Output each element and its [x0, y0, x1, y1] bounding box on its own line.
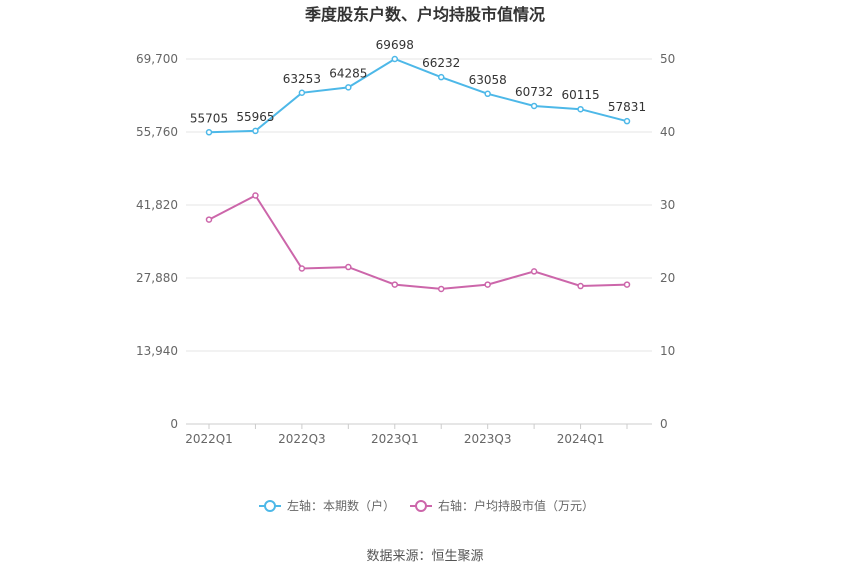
x-axis-tick-label: 2023Q3 — [464, 432, 512, 446]
left-axis-tick-label: 0 — [170, 417, 178, 431]
left-axis-tick-label: 13,940 — [136, 344, 178, 358]
data-label: 66232 — [422, 56, 460, 70]
x-axis-tick-label: 2022Q3 — [278, 432, 326, 446]
right-axis-tick-label: 20 — [660, 271, 675, 285]
grid-layer — [186, 58, 652, 352]
legend-marker-1 — [415, 500, 427, 512]
data-point[interactable] — [252, 127, 259, 135]
right-axis-tick-label: 50 — [660, 52, 675, 66]
x-axis-tick-label: 2024Q1 — [557, 432, 605, 446]
left-axis-tick-label: 41,820 — [136, 198, 178, 212]
right-axis-tick-label: 0 — [660, 417, 668, 431]
data-label: 64285 — [329, 66, 367, 80]
data-point[interactable] — [484, 90, 491, 98]
legend: 左轴：本期数（户） 右轴：户均持股市值（万元） — [259, 498, 594, 513]
left-axis-tick-label: 55,760 — [136, 125, 178, 139]
data-label: 63253 — [283, 72, 321, 86]
data-label-layer: 55705 55965 63253 64285 69698 66232 63058 60732… — [190, 38, 646, 125]
series-line-1 — [208, 194, 628, 290]
legend-label-0[interactable]: 左轴：本期数（户） — [287, 498, 395, 513]
data-point[interactable] — [391, 55, 399, 63]
left-axis-tick-label: 69,700 — [136, 52, 178, 66]
legend-marker-0 — [264, 500, 276, 512]
right-axis-tick-label: 30 — [660, 198, 675, 212]
left-axis-tick-label: 27,880 — [136, 271, 178, 285]
data-point[interactable] — [205, 216, 213, 223]
data-point[interactable] — [623, 281, 631, 288]
data-point[interactable] — [298, 265, 306, 272]
data-label: 55965 — [236, 110, 274, 124]
data-label: 60115 — [561, 88, 599, 102]
data-point[interactable] — [530, 102, 538, 110]
data-point[interactable] — [577, 105, 584, 113]
data-point[interactable] — [530, 268, 538, 275]
data-label: 55705 — [190, 111, 228, 125]
data-point[interactable] — [577, 282, 584, 290]
data-point[interactable] — [484, 281, 491, 288]
data-label: 63058 — [469, 73, 507, 87]
data-point[interactable] — [437, 73, 445, 81]
right-axis-tick-label: 40 — [660, 125, 675, 139]
chart-title: 季度股东户数、户均持股市值情况 — [304, 5, 545, 24]
data-point[interactable] — [252, 192, 259, 199]
axis-layer: 0 0 13,940 10 27,880 20 41,820 30 55,760 40 69,700… — [136, 52, 675, 446]
right-axis-tick-label: 10 — [660, 344, 675, 358]
data-point[interactable] — [391, 281, 399, 288]
legend-label-1[interactable]: 右轴：户均持股市值（万元） — [438, 498, 594, 513]
data-point[interactable] — [623, 117, 631, 125]
x-axis-tick-label: 2022Q1 — [185, 432, 233, 446]
data-point[interactable] — [437, 285, 445, 293]
series-layer — [205, 55, 631, 293]
data-point[interactable] — [298, 89, 306, 97]
series-line-0 — [208, 57, 628, 134]
source-note: 数据来源：恒生聚源 — [366, 549, 483, 564]
data-label: 57831 — [608, 100, 646, 114]
data-label: 69698 — [376, 38, 414, 52]
data-label: 60732 — [515, 85, 553, 99]
data-point[interactable] — [345, 263, 352, 271]
data-point[interactable] — [345, 84, 352, 91]
x-axis-tick-label: 2023Q1 — [371, 432, 419, 446]
data-point[interactable] — [205, 129, 213, 136]
